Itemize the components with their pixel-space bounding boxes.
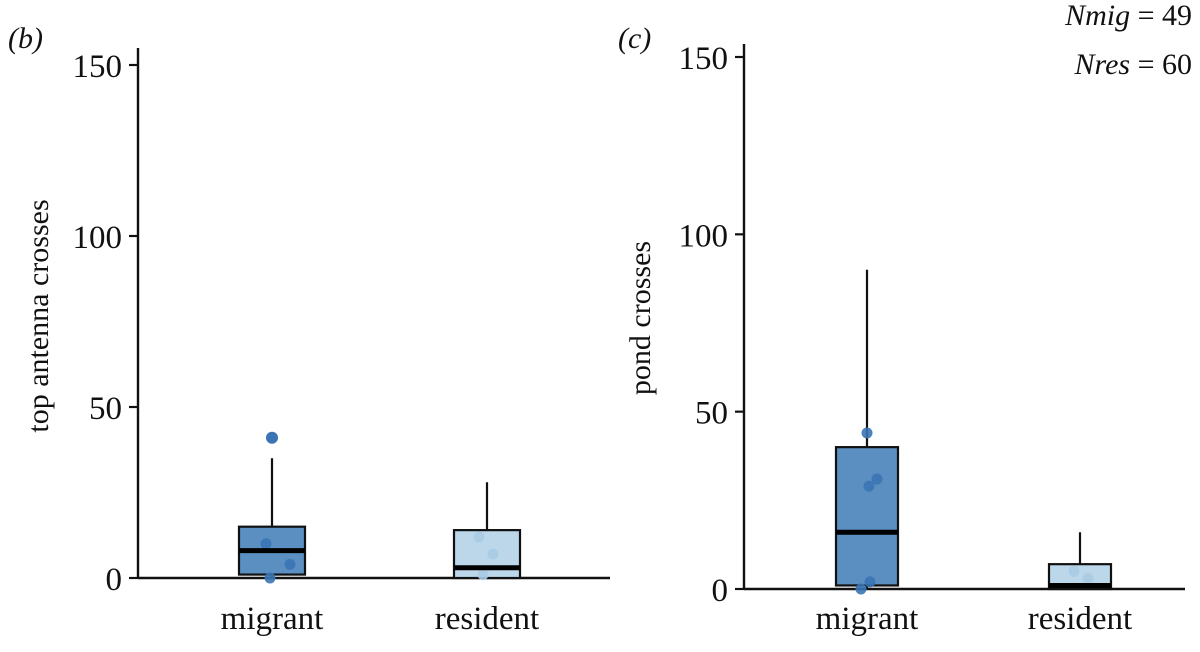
- annotation-nres-value: 60: [1162, 48, 1192, 81]
- panel-c-ticks: 0 50 100 150: [679, 41, 744, 609]
- annotation-nmig-equals: =: [1130, 0, 1162, 32]
- panel-b-boxes: [237, 431, 522, 584]
- panel-c-x-tick-label-migrant: migrant: [816, 601, 919, 637]
- panel-b-resident-point: [487, 548, 499, 560]
- panel-c-y-tick-label-150: 150: [679, 41, 729, 77]
- panel-b-x-tick-label-resident: resident: [435, 601, 539, 637]
- panel-b-y-tick-label-50: 50: [89, 391, 122, 427]
- panel-c-label: (c): [618, 22, 651, 55]
- panel-c-migrant-point: [864, 576, 876, 588]
- panel-c-migrant-point: [855, 583, 867, 595]
- panel-b-y-tick-label-150: 150: [73, 49, 123, 85]
- panel-c: (c) pond crosses 0 50 100 150 migrant resid…: [618, 0, 1192, 637]
- annotation-nmig-name: Nmig: [1064, 0, 1130, 32]
- panel-c-y-tick-label-0: 0: [712, 573, 729, 609]
- panel-b-y-axis-title: top antenna crosses: [22, 199, 55, 432]
- annotation-nres-equals: =: [1130, 48, 1162, 81]
- annotation-nmig-value: 49: [1162, 0, 1192, 32]
- panel-c-y-tick-label-100: 100: [679, 218, 729, 254]
- panel-c-y-axis-title: pond crosses: [624, 241, 657, 395]
- panel-c-resident-point: [1068, 565, 1080, 577]
- panel-c-migrant-point: [871, 473, 883, 485]
- panel-c-y-tick-label-50: 50: [695, 396, 728, 432]
- panel-c-migrant-box: [834, 446, 900, 587]
- panel-b-migrant-point: [264, 572, 276, 584]
- panel-b-migrant-outlier: [266, 431, 278, 444]
- panel-b: (b) top antenna crosses 0 50 100 150 migran…: [8, 22, 610, 637]
- annotation-nmig: Nmig = 49: [1064, 0, 1192, 32]
- annotation-nres-name: Nres: [1074, 48, 1131, 81]
- panel-b-resident-point: [473, 531, 485, 543]
- panel-c-migrant-point: [861, 427, 873, 439]
- panel-b-resident-point: [477, 569, 489, 581]
- panel-c-boxes: [834, 269, 1113, 595]
- panel-c-x-tick-label-resident: resident: [1028, 601, 1132, 637]
- annotation-nres: Nres = 60: [1074, 48, 1192, 81]
- panel-b-ticks: 0 50 100 150: [73, 49, 138, 598]
- panel-b-y-tick-label-0: 0: [106, 562, 123, 598]
- panel-b-label: (b): [8, 22, 43, 55]
- panel-b-migrant-point: [284, 558, 296, 570]
- panel-c-resident-point: [1082, 572, 1094, 584]
- panel-b-y-tick-label-100: 100: [73, 220, 123, 256]
- panel-b-x-tick-label-migrant: migrant: [221, 601, 324, 637]
- panel-c-migrant-point: [863, 480, 875, 492]
- panel-b-migrant-point: [260, 538, 272, 550]
